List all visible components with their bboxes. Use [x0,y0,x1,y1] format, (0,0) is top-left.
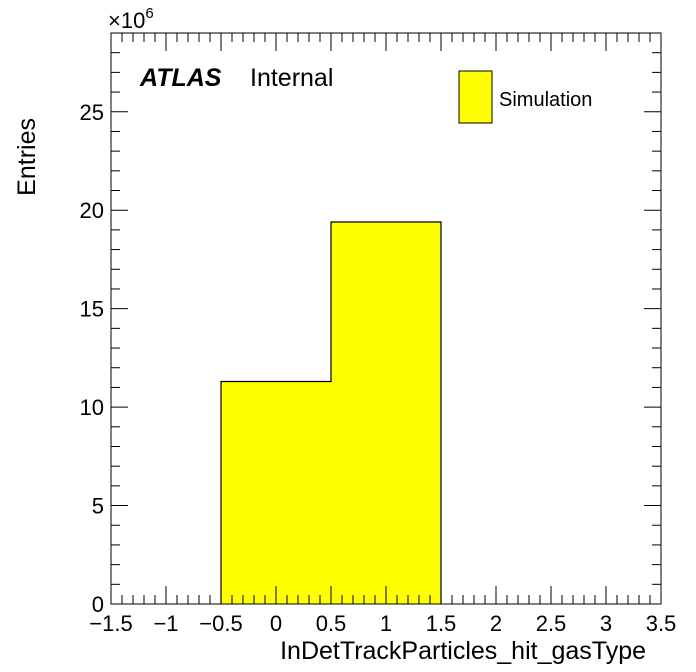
y-tick-label: 0 [92,592,104,617]
x-tick-label: 0.5 [316,611,347,636]
x-tick-label: 1 [380,611,392,636]
x-axis-label: InDetTrackParticles_hit_gasType [280,637,646,665]
x-tick-label: 2.5 [536,611,567,636]
y-multiplier-exponent: 6 [145,5,153,22]
x-tick-label: −1 [153,611,178,636]
y-tick-label: 20 [80,198,104,223]
atlas-label: ATLAS [139,64,222,92]
y-tick-label: 5 [92,494,104,519]
x-tick-label: −1.5 [89,611,132,636]
histogram-outline [220,221,442,604]
y-tick-label: 25 [80,100,104,125]
y-tick-label: 15 [80,297,104,322]
x-tick-labels: −1.5 −1 −0.5 0 0.5 1 1.5 2 2.5 3 3.5 [89,611,676,636]
legend-swatch [458,70,493,124]
axes [110,32,662,605]
x-tick-label: 3 [600,611,612,636]
histogram-bar [221,381,331,604]
x-tick-label: 0 [270,611,282,636]
x-tick-label: 2 [490,611,502,636]
y-multiplier: ×106 [108,5,154,33]
y-tick-labels: 0 5 10 15 20 25 [80,100,104,617]
histogram-bars [220,221,442,604]
y-tick-label: 10 [80,395,104,420]
y-axis-label: Entries [13,118,41,196]
legend-label: Simulation [499,89,592,111]
x-tick-label: 3.5 [646,611,677,636]
histogram-bar [331,222,441,604]
x-tick-label: −0.5 [199,611,242,636]
x-tick-label: 1.5 [426,611,457,636]
atlas-status-label: Internal [250,64,333,92]
